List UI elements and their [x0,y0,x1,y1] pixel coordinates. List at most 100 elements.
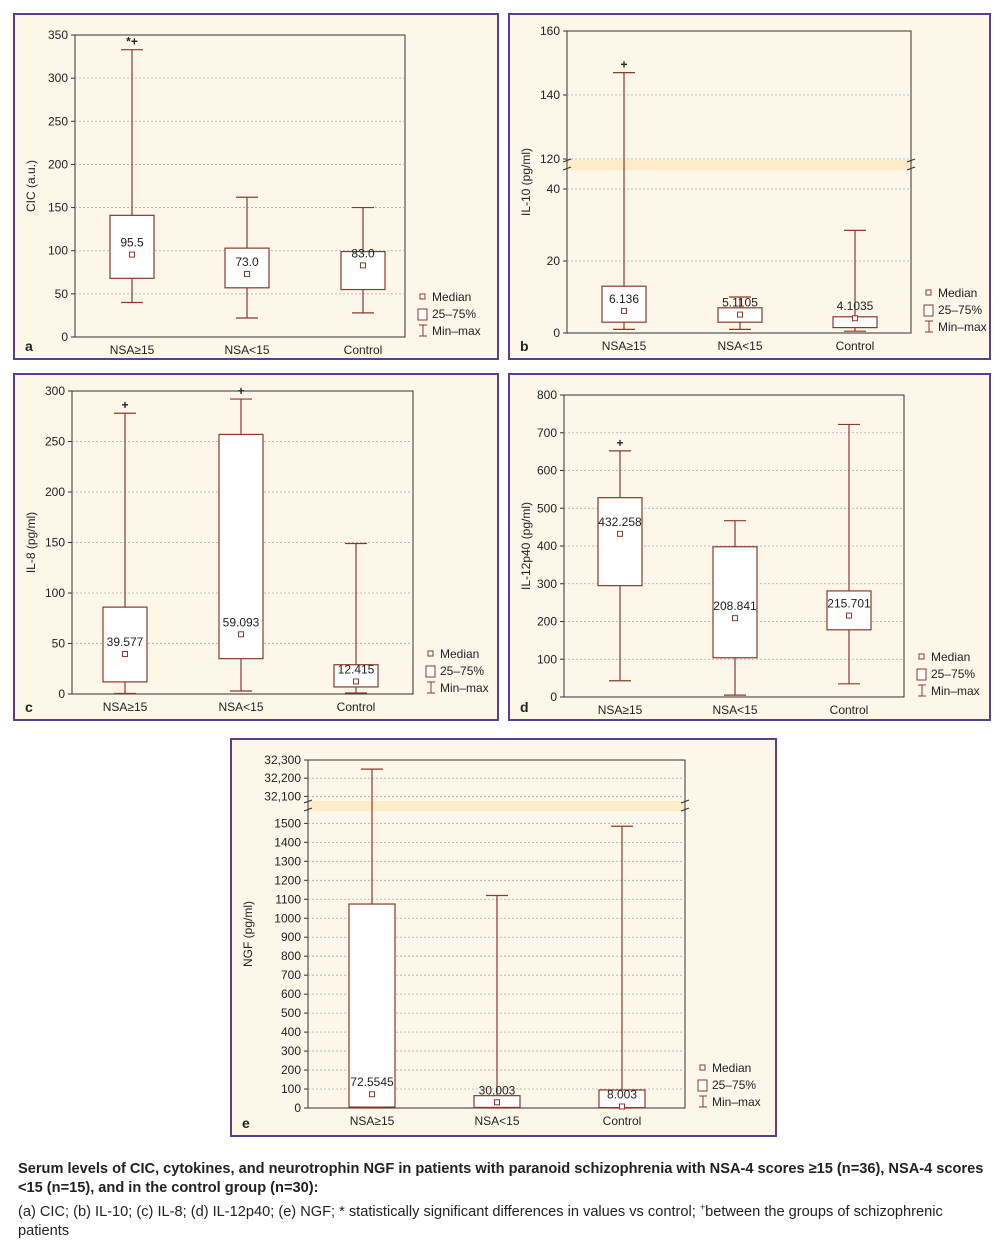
y-tick-label: 1400 [274,835,301,849]
median-value-label: 6.136 [609,292,639,306]
iqr-box [712,546,758,659]
panel-letter: e [242,1115,250,1131]
caption-title: Serum levels of CIC, cytokines, and neur… [18,1161,984,1196]
x-category-label: NSA≥15 [602,339,647,353]
median-marker [619,1103,625,1110]
legend-range-icon [699,1095,707,1108]
caption-plus: + [699,1202,706,1212]
x-category-label: Control [344,343,383,357]
axis-break-mark [906,158,916,171]
median-marker [122,651,128,658]
chart-e-svg: 0 100 200 300 400 500 600 700 800 900 1000 1100 1200… [241,753,761,1131]
legend-median-label: Median [432,290,471,304]
y-tick-label: 0 [294,1101,301,1115]
median-marker [494,1099,500,1106]
median-value-label: 5.1105 [722,296,758,310]
median-value-label: 30.003 [479,1083,516,1097]
y-tick-label: 400 [537,539,557,553]
y-tick-label: 140 [540,88,560,102]
y-tick-label: 1500 [274,816,301,830]
x-category-label: Control [603,1114,642,1128]
legend-median-icon [419,293,426,300]
axis-break-mark [562,158,572,171]
chart-panel-c: 0 50 100 150 200 250 300 IL-8 (pg/ml) NSA≥15 NSA<… [13,373,499,721]
y-tick-label: 200 [537,615,557,629]
legend-range-label: Min–max [938,320,987,334]
y-tick-label: 0 [553,326,560,340]
iqr-box [224,247,270,289]
legend-range-icon [925,320,933,333]
iqr-box [340,250,386,291]
median-marker [244,271,250,278]
legend-range-label: Min–max [712,1095,761,1109]
legend-range-label: Min–max [931,684,980,698]
chart-a-svg: 0 50 100 150 200 250 300 350 CIC (a.u.) NSA≥15 NSA… [24,28,481,357]
y-tick-label: 900 [281,930,301,944]
median-marker [737,311,743,318]
y-tick-label: 350 [48,28,68,42]
y-tick-label: 100 [45,586,65,600]
median-marker [353,678,359,685]
y-tick-label: 500 [537,501,557,515]
x-category-label: NSA<15 [712,703,757,717]
x-category-label: Control [836,339,875,353]
y-tick-label: 250 [45,435,65,449]
y-tick-label: 250 [48,114,68,128]
y-tick-label: 100 [281,1082,301,1096]
y-axis-label: IL-10 (pg/ml) [519,148,533,216]
y-tick-label: 300 [537,577,557,591]
median-value-label: 208.841 [713,599,757,613]
iqr-box [348,903,396,1108]
chart-c-svg: 0 50 100 150 200 250 300 IL-8 (pg/ml) NSA≥15 NSA<… [24,384,489,715]
y-tick-label: 32,300 [264,753,301,767]
y-tick-label: 100 [48,244,68,258]
iqr-box [109,214,155,279]
iqr-box [102,606,148,683]
legend-median-label: Median [938,286,977,300]
y-axis-label: CIC (a.u.) [24,160,38,212]
y-axis-label: IL-8 (pg/ml) [24,512,38,573]
y-axis-label: IL-12p40 (pg/ml) [519,502,533,590]
chart-panel-e: 0 100 200 300 400 500 600 700 800 900 1000 1100 1200… [230,738,777,1137]
panel-letter: d [520,699,529,715]
median-value-label: 72.5545 [350,1075,394,1089]
y-tick-label: 150 [48,201,68,215]
y-tick-label: 200 [45,485,65,499]
median-value-label: 215.701 [827,597,871,611]
legend-range-label: Min–max [432,324,481,338]
median-marker [360,262,366,269]
median-marker [369,1091,375,1098]
y-tick-label: 200 [281,1063,301,1077]
legend-iqr-icon [916,668,927,681]
median-marker [732,615,738,622]
legend-iqr-label: 25–75% [931,667,975,681]
iqr-box [826,590,872,631]
y-tick-label: 0 [550,690,557,704]
x-category-label: NSA≥15 [110,343,155,357]
x-category-label: NSA≥15 [350,1114,395,1128]
median-marker [621,307,627,314]
median-value-label: 83.0 [351,246,375,260]
legend-range-icon [419,324,427,337]
legend-iqr-icon [425,665,436,678]
median-value-label: 59.093 [223,615,260,629]
median-value-label: 73.0 [235,255,259,269]
axis-break-band [568,160,910,170]
median-value-label: 432.258 [598,515,642,529]
y-tick-label: 1100 [275,892,301,906]
median-marker [129,251,135,258]
legend-iqr-icon [923,304,934,317]
x-category-label: NSA≥15 [103,700,148,714]
legend-iqr-label: 25–75% [432,307,476,321]
x-category-label: NSA<15 [474,1114,519,1128]
y-tick-label: 120 [540,152,560,166]
y-tick-label: 300 [281,1044,301,1058]
y-tick-label: 400 [281,1025,301,1039]
legend-median-label: Median [931,650,970,664]
significance-mark: + [121,398,128,412]
y-tick-label: 1300 [274,854,301,868]
legend-iqr-label: 25–75% [938,303,982,317]
panel-letter: c [25,699,33,715]
x-category-label: NSA<15 [218,700,263,714]
y-tick-label: 1200 [274,873,301,887]
